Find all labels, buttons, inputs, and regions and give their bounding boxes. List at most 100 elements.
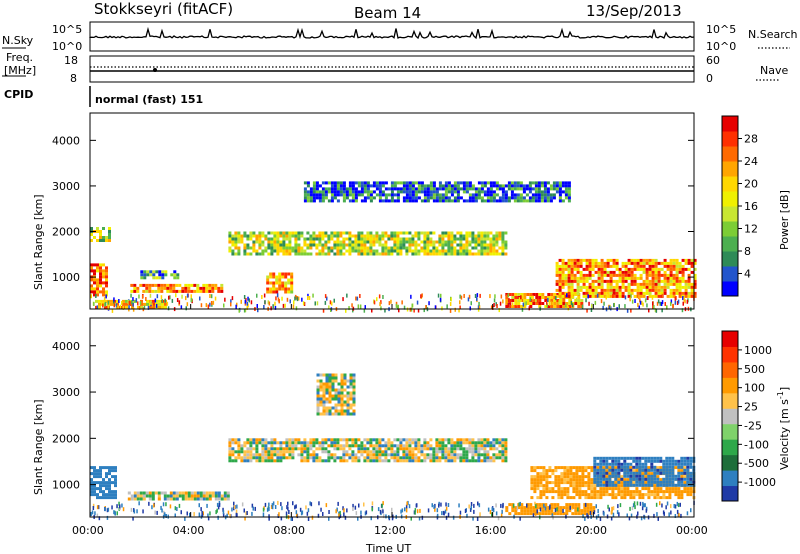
heat-cell [492,181,496,185]
heat-cell [516,184,520,188]
heat-cell [185,306,187,311]
heat-cell [623,468,627,472]
heat-cell [417,187,421,191]
heat-cell [426,234,430,238]
colorbar-tick-label: 24 [744,155,758,168]
heat-cell [638,305,640,310]
heat-cell [390,249,394,253]
heat-cell [558,199,562,203]
heat-cell [114,484,117,488]
heat-cell [558,193,562,197]
heat-cell [125,302,128,306]
heat-cell [609,276,613,280]
heat-cell [577,509,581,513]
heat-cell [672,261,676,265]
heat-cell [266,281,270,285]
heat-cell [139,497,143,501]
heat-cell [690,294,694,298]
heat-cell [555,282,559,286]
heat-cell [321,441,325,445]
heat-cell [390,181,394,185]
heat-cell [471,231,475,235]
heat-cell [651,267,655,271]
heat-cell [580,299,584,302]
heat-cell [240,450,244,454]
heat-cell [654,264,658,268]
heat-cell [187,289,191,293]
heat-cell [462,237,466,241]
heat-cell [348,234,352,238]
heat-cell [292,304,295,309]
heat-cell [575,466,579,470]
heat-cell [677,503,680,508]
heat-cell [599,477,603,481]
heat-cell [505,299,509,302]
heat-cell [312,193,316,197]
heat-cell [553,293,557,296]
heat-cell [360,234,364,238]
heat-cell [471,450,475,454]
heat-cell [633,261,637,265]
heat-cell [657,279,661,283]
heat-cell [270,237,274,241]
heat-cell [657,285,661,289]
heat-cell [249,234,253,238]
heat-cell [372,190,376,194]
heat-cell [378,234,382,238]
heat-cell [101,299,104,303]
heat-cell [325,406,329,410]
heat-cell [677,465,681,469]
heat-cell [387,199,391,203]
heat-cell [504,193,508,197]
heat-cell [423,456,427,460]
heat-cell [209,302,211,307]
heat-cell [162,502,165,507]
heat-cell [108,239,111,242]
heat-cell [638,474,642,478]
heat-cell [349,397,353,401]
heat-cell [284,284,288,288]
heat-cell [621,291,625,295]
heat-cell [240,456,244,460]
heat-cell [333,190,337,194]
heat-cell [172,289,176,293]
heat-cell [508,503,512,507]
heat-cell [492,199,496,203]
heat-cell [492,453,496,457]
heat-cell [561,190,565,194]
heat-cell [645,267,649,271]
colorbar-segment [722,206,738,222]
heat-cell [547,506,551,510]
heat-cell [491,507,493,512]
heat-cell [535,296,539,299]
heat-cell [288,438,292,442]
heat-cell [140,302,143,306]
heat-cell [396,196,400,200]
heat-cell [432,243,436,247]
heat-cell [519,196,523,200]
heat-cell [530,496,534,500]
heat-cell [486,234,490,238]
heat-cell [261,438,265,442]
heat-cell [543,196,547,200]
heat-cell [319,394,323,398]
heat-cell [453,181,457,185]
heat-cell [282,450,286,454]
heat-cell [620,462,624,466]
heat-cell [255,234,259,238]
heat-cell [267,441,271,445]
y-tick-label: 2000 [52,226,80,239]
y-tick-label: 3000 [52,386,80,399]
heat-cell [377,507,380,512]
heat-cell [633,279,637,283]
heat-cell [200,303,203,308]
heat-cell [549,184,553,188]
heat-cell [489,249,493,253]
heat-cell [446,304,448,309]
heat-cell [261,231,265,235]
heat-cell [418,516,421,521]
heat-cell [390,450,394,454]
heat-cell [572,490,576,494]
colorbar-segment [722,236,738,252]
